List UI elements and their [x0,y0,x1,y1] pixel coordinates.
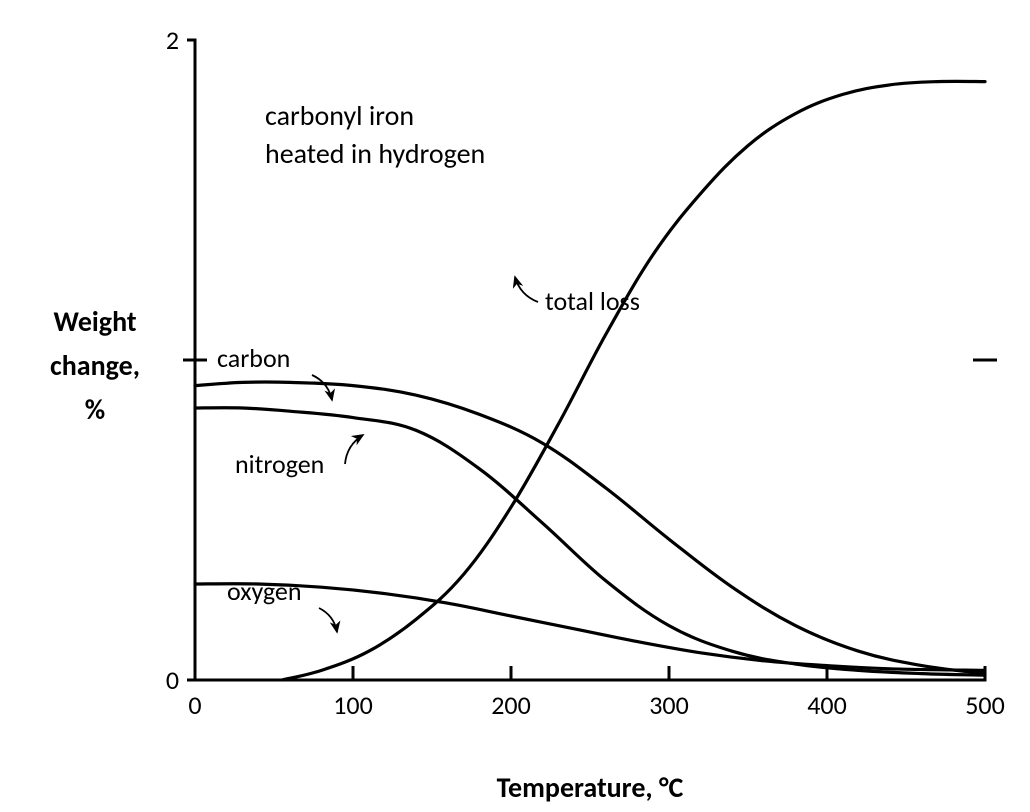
arrow-carbon [312,375,332,400]
curve-total_loss [282,81,985,680]
label-oxygen: oxygen [227,575,302,607]
curves [195,81,985,680]
arrow-oxygen [319,608,337,632]
arrow-total_loss [515,277,538,302]
y-tick-label: 2 [166,24,179,56]
chart-container: Weightchange,% Temperature, °C 0 100 200 30… [0,0,1030,812]
curve-carbon [195,382,985,674]
y-axis-label-line: change, [0,344,190,388]
x-tick-label: 400 [807,689,847,721]
label-nitrogen: nitrogen [235,448,324,480]
annotations: carbon nitrogen oxygen total loss [217,277,640,632]
x-tick-label: 100 [333,689,373,721]
chart-title-line: heated in hydrogen [265,136,485,171]
x-tick-label: 200 [491,689,531,721]
y-axis-label: Weightchange,% [0,300,190,432]
y-tick-label: 0 [166,664,179,696]
x-tick-label: 300 [649,689,689,721]
x-axis-label: Temperature, °C [390,770,790,805]
label-carbon: carbon [217,342,290,374]
x-tick-label: 0 [188,689,201,721]
label-total_loss: total loss [545,285,640,317]
y-axis-label-line: % [0,388,190,432]
arrow-nitrogen [345,435,363,464]
curve-oxygen [195,584,985,671]
chart-title: carbonyl ironheated in hydrogen [265,98,485,171]
x-tick-label: 500 [965,689,1005,721]
y-axis-label-line: Weight [0,300,190,344]
chart-title-line: carbonyl iron [265,98,414,133]
